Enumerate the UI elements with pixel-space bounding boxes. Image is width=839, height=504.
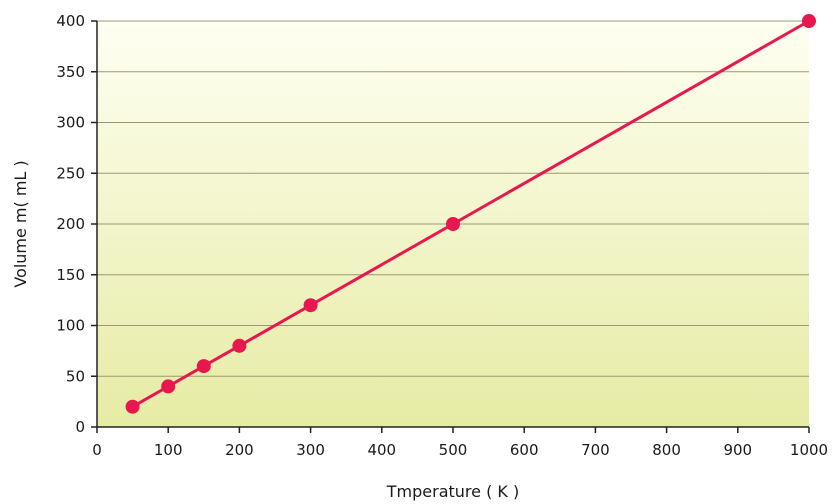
gridlines <box>97 20 809 377</box>
x-tick-label: 200 <box>225 441 254 459</box>
axes <box>91 20 810 433</box>
x-tick-label: 500 <box>439 441 468 459</box>
data-point <box>446 217 460 231</box>
data-point <box>125 399 140 414</box>
x-tick-label: 300 <box>296 441 325 459</box>
y-tick-label: 150 <box>56 266 85 284</box>
x-tick-label: 900 <box>723 441 752 459</box>
x-tick-label: 700 <box>581 441 610 459</box>
y-axis-label: Volume m( mL ) <box>11 160 30 287</box>
x-tick-label: 600 <box>510 441 539 459</box>
data-point <box>161 379 176 394</box>
y-tick-label: 350 <box>56 63 85 81</box>
tick-labels: 0 50 100 150 200 250 300 350 400 0 100 200 300 400 500… <box>56 12 828 459</box>
x-tick-label: 0 <box>92 441 102 459</box>
data-point <box>303 298 318 313</box>
x-tick-label: 1000 <box>790 441 828 459</box>
y-tick-label: 250 <box>56 164 85 182</box>
x-tick-label: 100 <box>154 441 183 459</box>
data-point <box>802 14 816 28</box>
series <box>125 14 816 414</box>
y-tick-label: 100 <box>56 317 85 335</box>
x-axis-label: Tmperature ( K ) <box>386 482 519 501</box>
x-tick-label: 800 <box>652 441 681 459</box>
data-point <box>232 338 247 353</box>
y-tick-label: 0 <box>75 418 85 436</box>
y-tick-label: 200 <box>56 215 85 233</box>
y-tick-label: 300 <box>56 114 85 132</box>
x-tick-label: 400 <box>367 441 396 459</box>
data-point <box>196 359 211 374</box>
y-tick-label: 50 <box>66 367 85 385</box>
y-tick-label: 400 <box>56 12 85 30</box>
